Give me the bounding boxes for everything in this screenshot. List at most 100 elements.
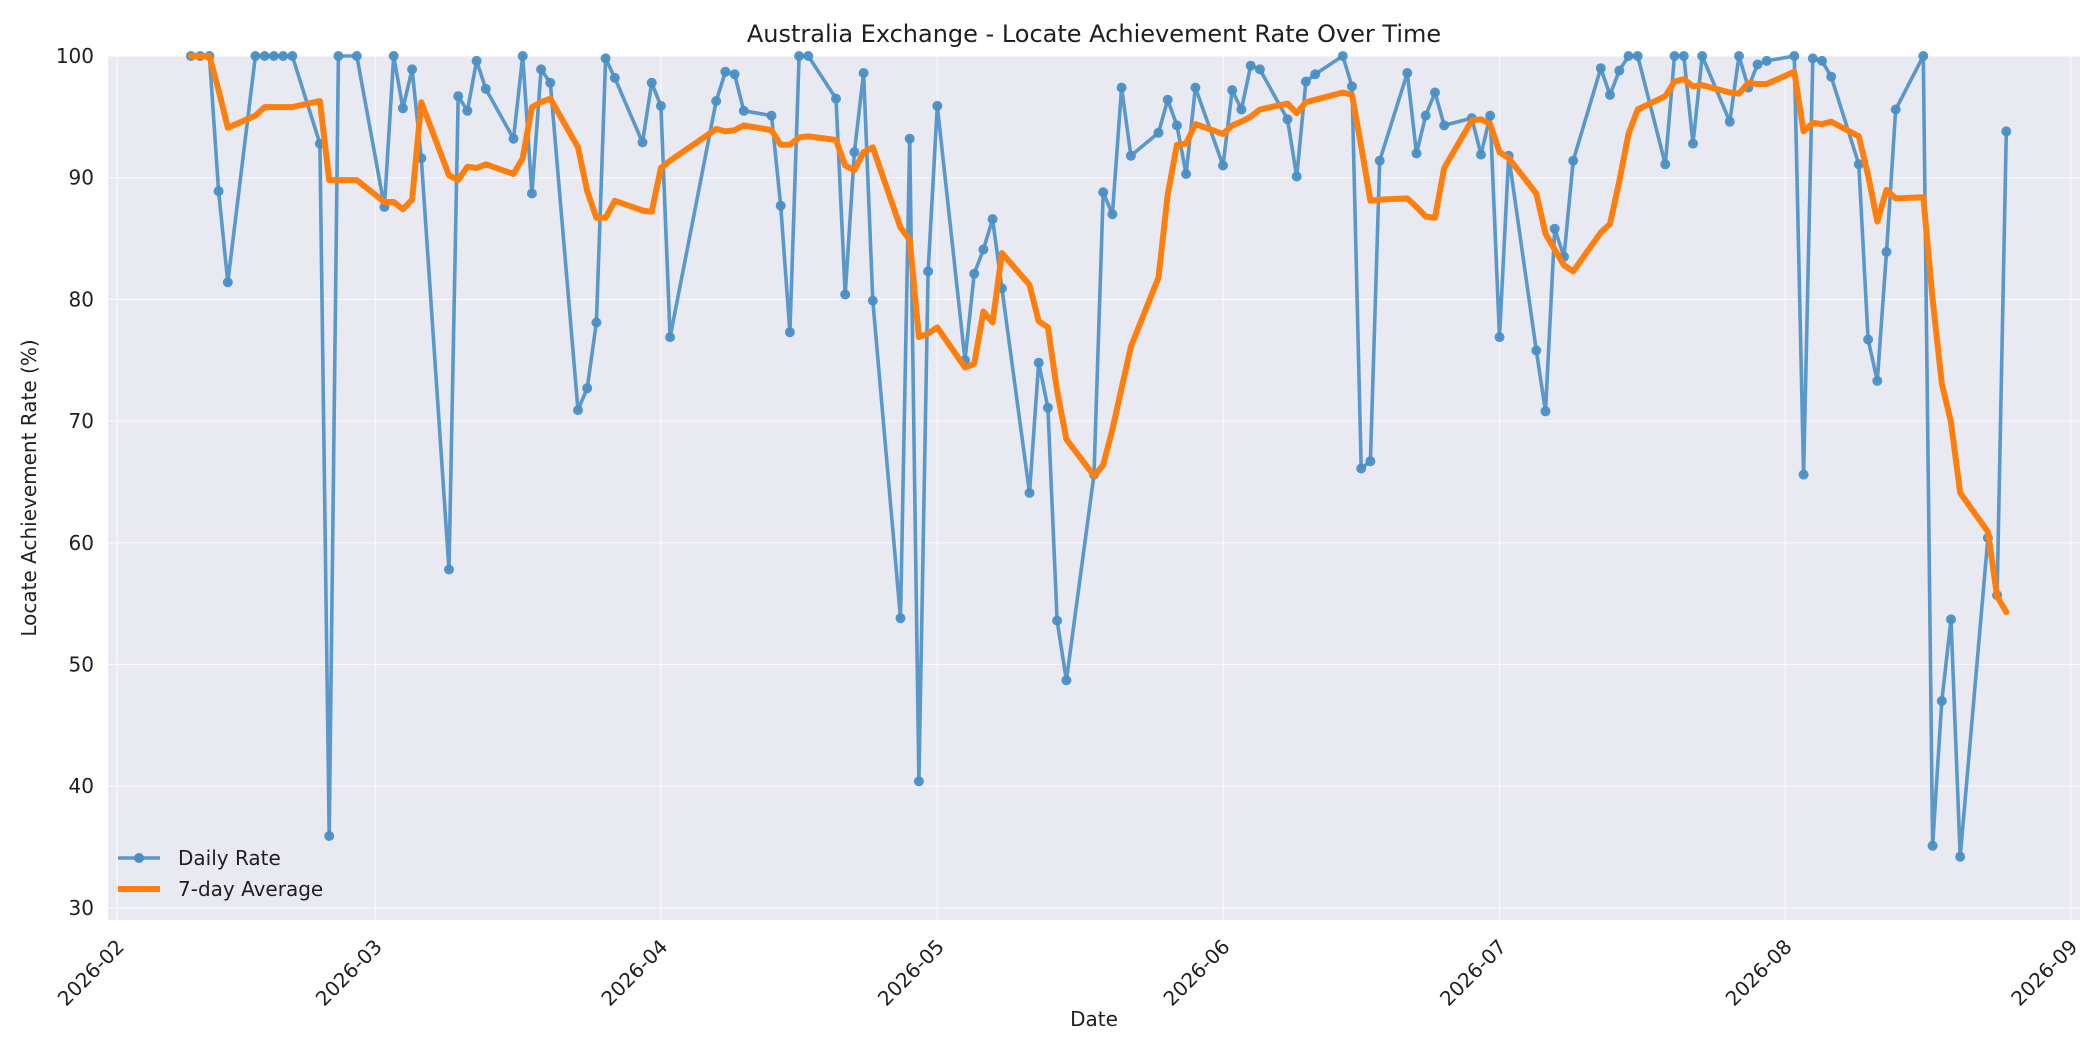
data-point-daily-rate <box>1162 94 1173 105</box>
data-point-daily-rate <box>462 105 473 116</box>
data-point-daily-rate <box>1300 76 1311 87</box>
data-point-daily-rate <box>1181 169 1192 179</box>
legend-label-daily-rate: Daily Rate <box>178 846 281 870</box>
data-point-daily-rate <box>1107 209 1118 220</box>
data-point-daily-rate <box>1337 51 1348 61</box>
data-point-daily-rate <box>508 133 519 144</box>
data-point-daily-rate <box>453 91 464 102</box>
data-point-daily-rate <box>895 613 906 624</box>
data-point-daily-rate <box>388 51 399 61</box>
y-tick-label: 40 <box>69 774 94 798</box>
data-point-daily-rate <box>1374 155 1385 166</box>
data-point-daily-rate <box>923 266 934 277</box>
data-point-daily-rate <box>1430 87 1440 98</box>
y-tick-label: 30 <box>69 896 94 920</box>
y-tick-label: 100 <box>56 44 94 68</box>
data-point-daily-rate <box>591 317 602 328</box>
data-point-daily-rate <box>545 77 556 88</box>
data-point-daily-rate <box>526 188 537 199</box>
data-point-daily-rate <box>1116 82 1127 93</box>
data-point-daily-rate <box>867 295 878 306</box>
data-point-daily-rate <box>582 383 593 394</box>
chart-title: Australia Exchange - Locate Achievement … <box>747 20 1441 48</box>
x-axis-label: Date <box>1070 1007 1118 1031</box>
data-point-daily-rate <box>1789 51 1800 61</box>
data-point-daily-rate <box>1752 59 1763 70</box>
data-point-daily-rate <box>720 66 731 77</box>
data-point-daily-rate <box>1761 55 1772 66</box>
data-point-daily-rate <box>858 68 869 78</box>
data-point-daily-rate <box>1476 149 1486 160</box>
data-point-daily-rate <box>738 105 749 116</box>
data-point-daily-rate <box>637 137 648 148</box>
data-point-daily-rate <box>1190 82 1201 93</box>
data-point-daily-rate <box>1798 469 1809 480</box>
data-point-daily-rate <box>444 564 454 575</box>
data-point-daily-rate <box>1946 614 1956 625</box>
data-point-daily-rate <box>1153 127 1164 138</box>
data-point-daily-rate <box>1402 68 1413 78</box>
data-point-daily-rate <box>913 776 924 787</box>
data-point-daily-rate <box>1881 246 1892 257</box>
data-point-daily-rate <box>1485 110 1496 121</box>
data-point-daily-rate <box>1678 51 1689 61</box>
data-point-daily-rate <box>1614 65 1625 76</box>
data-point-daily-rate <box>268 51 279 61</box>
series-layer <box>185 51 2012 862</box>
data-point-daily-rate <box>1623 51 1634 61</box>
legend-marker-daily-rate <box>134 853 144 863</box>
data-point-daily-rate <box>1245 60 1256 71</box>
data-point-daily-rate <box>1531 345 1542 356</box>
data-point-daily-rate <box>1807 53 1818 64</box>
data-point-daily-rate <box>711 96 722 106</box>
data-point-daily-rate <box>655 100 666 111</box>
data-point-daily-rate <box>1494 332 1505 343</box>
data-point-daily-rate <box>1826 71 1837 82</box>
data-point-daily-rate <box>1310 69 1321 80</box>
data-point-daily-rate <box>1171 120 1182 131</box>
data-point-daily-rate <box>213 186 224 197</box>
data-point-daily-rate <box>609 72 620 83</box>
data-point-daily-rate <box>397 103 408 114</box>
data-point-daily-rate <box>259 51 270 61</box>
data-point-daily-rate <box>1595 63 1606 74</box>
data-point-daily-rate <box>1254 64 1265 75</box>
data-point-daily-rate <box>1890 104 1901 115</box>
y-tick-label: 90 <box>69 166 94 190</box>
data-point-daily-rate <box>1549 223 1560 234</box>
data-point-daily-rate <box>932 100 943 111</box>
data-point-daily-rate <box>536 64 547 75</box>
data-point-daily-rate <box>1356 463 1367 474</box>
legend: Daily Rate 7-day Average <box>118 846 323 901</box>
data-point-daily-rate <box>1688 138 1698 149</box>
data-point-daily-rate <box>287 51 298 61</box>
data-point-daily-rate <box>1540 406 1551 417</box>
data-point-daily-rate <box>1817 55 1827 66</box>
y-tick-label: 50 <box>69 652 94 676</box>
y-tick-label: 70 <box>69 409 94 433</box>
data-point-daily-rate <box>517 51 528 61</box>
data-point-daily-rate <box>831 93 841 104</box>
data-point-daily-rate <box>1061 675 1072 686</box>
data-point-daily-rate <box>1568 155 1579 166</box>
data-point-daily-rate <box>775 200 786 211</box>
data-point-daily-rate <box>766 110 777 121</box>
data-point-daily-rate <box>1125 150 1136 161</box>
data-point-daily-rate <box>480 83 491 94</box>
data-point-daily-rate <box>1236 104 1247 115</box>
data-point-daily-rate <box>978 244 989 255</box>
data-point-daily-rate <box>1024 487 1035 498</box>
data-point-daily-rate <box>471 55 482 66</box>
data-point-daily-rate <box>1697 51 1708 61</box>
y-tick-label: 60 <box>69 531 94 555</box>
data-point-daily-rate <box>1632 51 1643 61</box>
data-point-daily-rate <box>1918 51 1929 61</box>
grid <box>108 55 2080 920</box>
data-point-daily-rate <box>333 51 344 61</box>
data-point-daily-rate <box>1282 114 1293 125</box>
data-point-daily-rate <box>1347 81 1357 92</box>
data-point-daily-rate <box>278 51 289 61</box>
data-point-daily-rate <box>250 51 261 61</box>
data-point-daily-rate <box>904 133 915 144</box>
